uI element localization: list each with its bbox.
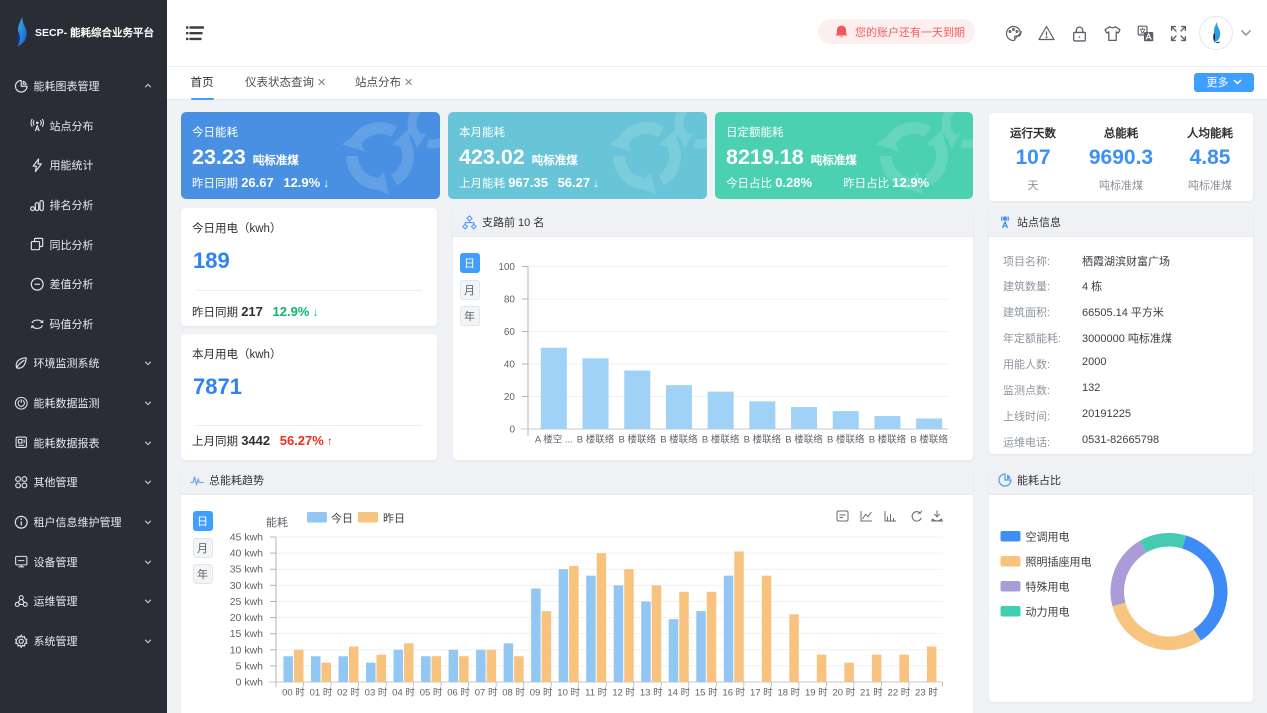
svg-text:01 时: 01 时 bbox=[310, 687, 333, 699]
svg-text:20 kwh: 20 kwh bbox=[230, 612, 263, 624]
svg-text:能耗: 能耗 bbox=[266, 515, 288, 529]
svg-text:15 时: 15 时 bbox=[695, 687, 718, 699]
svg-text:今日: 今日 bbox=[331, 511, 353, 525]
svg-text:80: 80 bbox=[504, 295, 516, 306]
svg-text:100: 100 bbox=[498, 262, 515, 273]
svg-text:B 楼联络: B 楼联络 bbox=[827, 434, 865, 446]
svg-text:B 楼联络: B 楼联络 bbox=[744, 434, 782, 446]
svg-text:昨日: 昨日 bbox=[383, 512, 405, 525]
svg-text:B 楼联络: B 楼联络 bbox=[577, 434, 615, 446]
svg-text:11 时: 11 时 bbox=[585, 687, 608, 699]
svg-text:18 时: 18 时 bbox=[777, 687, 800, 699]
svg-text:动力用电: 动力用电 bbox=[1026, 606, 1070, 619]
svg-text:21 时: 21 时 bbox=[860, 687, 883, 699]
svg-text:A 楼空 ...: A 楼空 ... bbox=[535, 434, 573, 446]
svg-text:40: 40 bbox=[504, 360, 516, 371]
svg-text:07 时: 07 时 bbox=[475, 687, 498, 699]
svg-text:14 时: 14 时 bbox=[667, 687, 690, 699]
svg-text:60: 60 bbox=[504, 327, 516, 338]
svg-text:10 kwh: 10 kwh bbox=[230, 644, 263, 656]
svg-text:B 楼联络: B 楼联络 bbox=[702, 434, 740, 446]
svg-text:B 楼联络: B 楼联络 bbox=[910, 434, 948, 446]
svg-text:23 时: 23 时 bbox=[915, 687, 938, 699]
svg-text:25 kwh: 25 kwh bbox=[230, 596, 263, 608]
svg-text:10 时: 10 时 bbox=[557, 687, 580, 699]
svg-text:20: 20 bbox=[504, 392, 516, 403]
svg-text:05 时: 05 时 bbox=[420, 687, 443, 699]
svg-text:B 楼联络: B 楼联络 bbox=[619, 434, 657, 446]
svg-text:30 kwh: 30 kwh bbox=[230, 580, 263, 592]
svg-text:20 时: 20 时 bbox=[833, 687, 856, 699]
svg-text:40 kwh: 40 kwh bbox=[230, 548, 263, 560]
svg-text:09 时: 09 时 bbox=[530, 687, 553, 699]
svg-text:空调用电: 空调用电 bbox=[1026, 530, 1070, 544]
svg-text:45 kwh: 45 kwh bbox=[230, 532, 263, 544]
svg-text:0 kwh: 0 kwh bbox=[236, 677, 264, 689]
svg-text:06 时: 06 时 bbox=[447, 687, 470, 699]
svg-text:B 楼联络: B 楼联络 bbox=[869, 434, 907, 446]
svg-text:5 kwh: 5 kwh bbox=[236, 660, 264, 672]
svg-text:19 时: 19 时 bbox=[805, 687, 828, 699]
svg-text:02 时: 02 时 bbox=[337, 687, 360, 699]
svg-text:13 时: 13 时 bbox=[640, 687, 663, 699]
svg-text:03 时: 03 时 bbox=[365, 687, 388, 699]
svg-text:B 楼联络: B 楼联络 bbox=[660, 434, 698, 446]
svg-text:17 时: 17 时 bbox=[750, 687, 773, 699]
svg-text:08 时: 08 时 bbox=[502, 687, 525, 699]
svg-text:0: 0 bbox=[509, 425, 515, 436]
svg-text:04 时: 04 时 bbox=[392, 687, 415, 699]
svg-text:15 kwh: 15 kwh bbox=[230, 628, 263, 640]
svg-text:B 楼联络: B 楼联络 bbox=[785, 434, 823, 446]
svg-text:35 kwh: 35 kwh bbox=[230, 564, 263, 576]
svg-text:00 时: 00 时 bbox=[282, 687, 305, 699]
svg-text:照明插座用电: 照明插座用电 bbox=[1026, 555, 1092, 569]
svg-text:16 时: 16 时 bbox=[722, 687, 745, 699]
svg-text:22 时: 22 时 bbox=[888, 687, 911, 699]
svg-text:特殊用电: 特殊用电 bbox=[1026, 580, 1070, 594]
svg-text:12 时: 12 时 bbox=[612, 687, 635, 699]
